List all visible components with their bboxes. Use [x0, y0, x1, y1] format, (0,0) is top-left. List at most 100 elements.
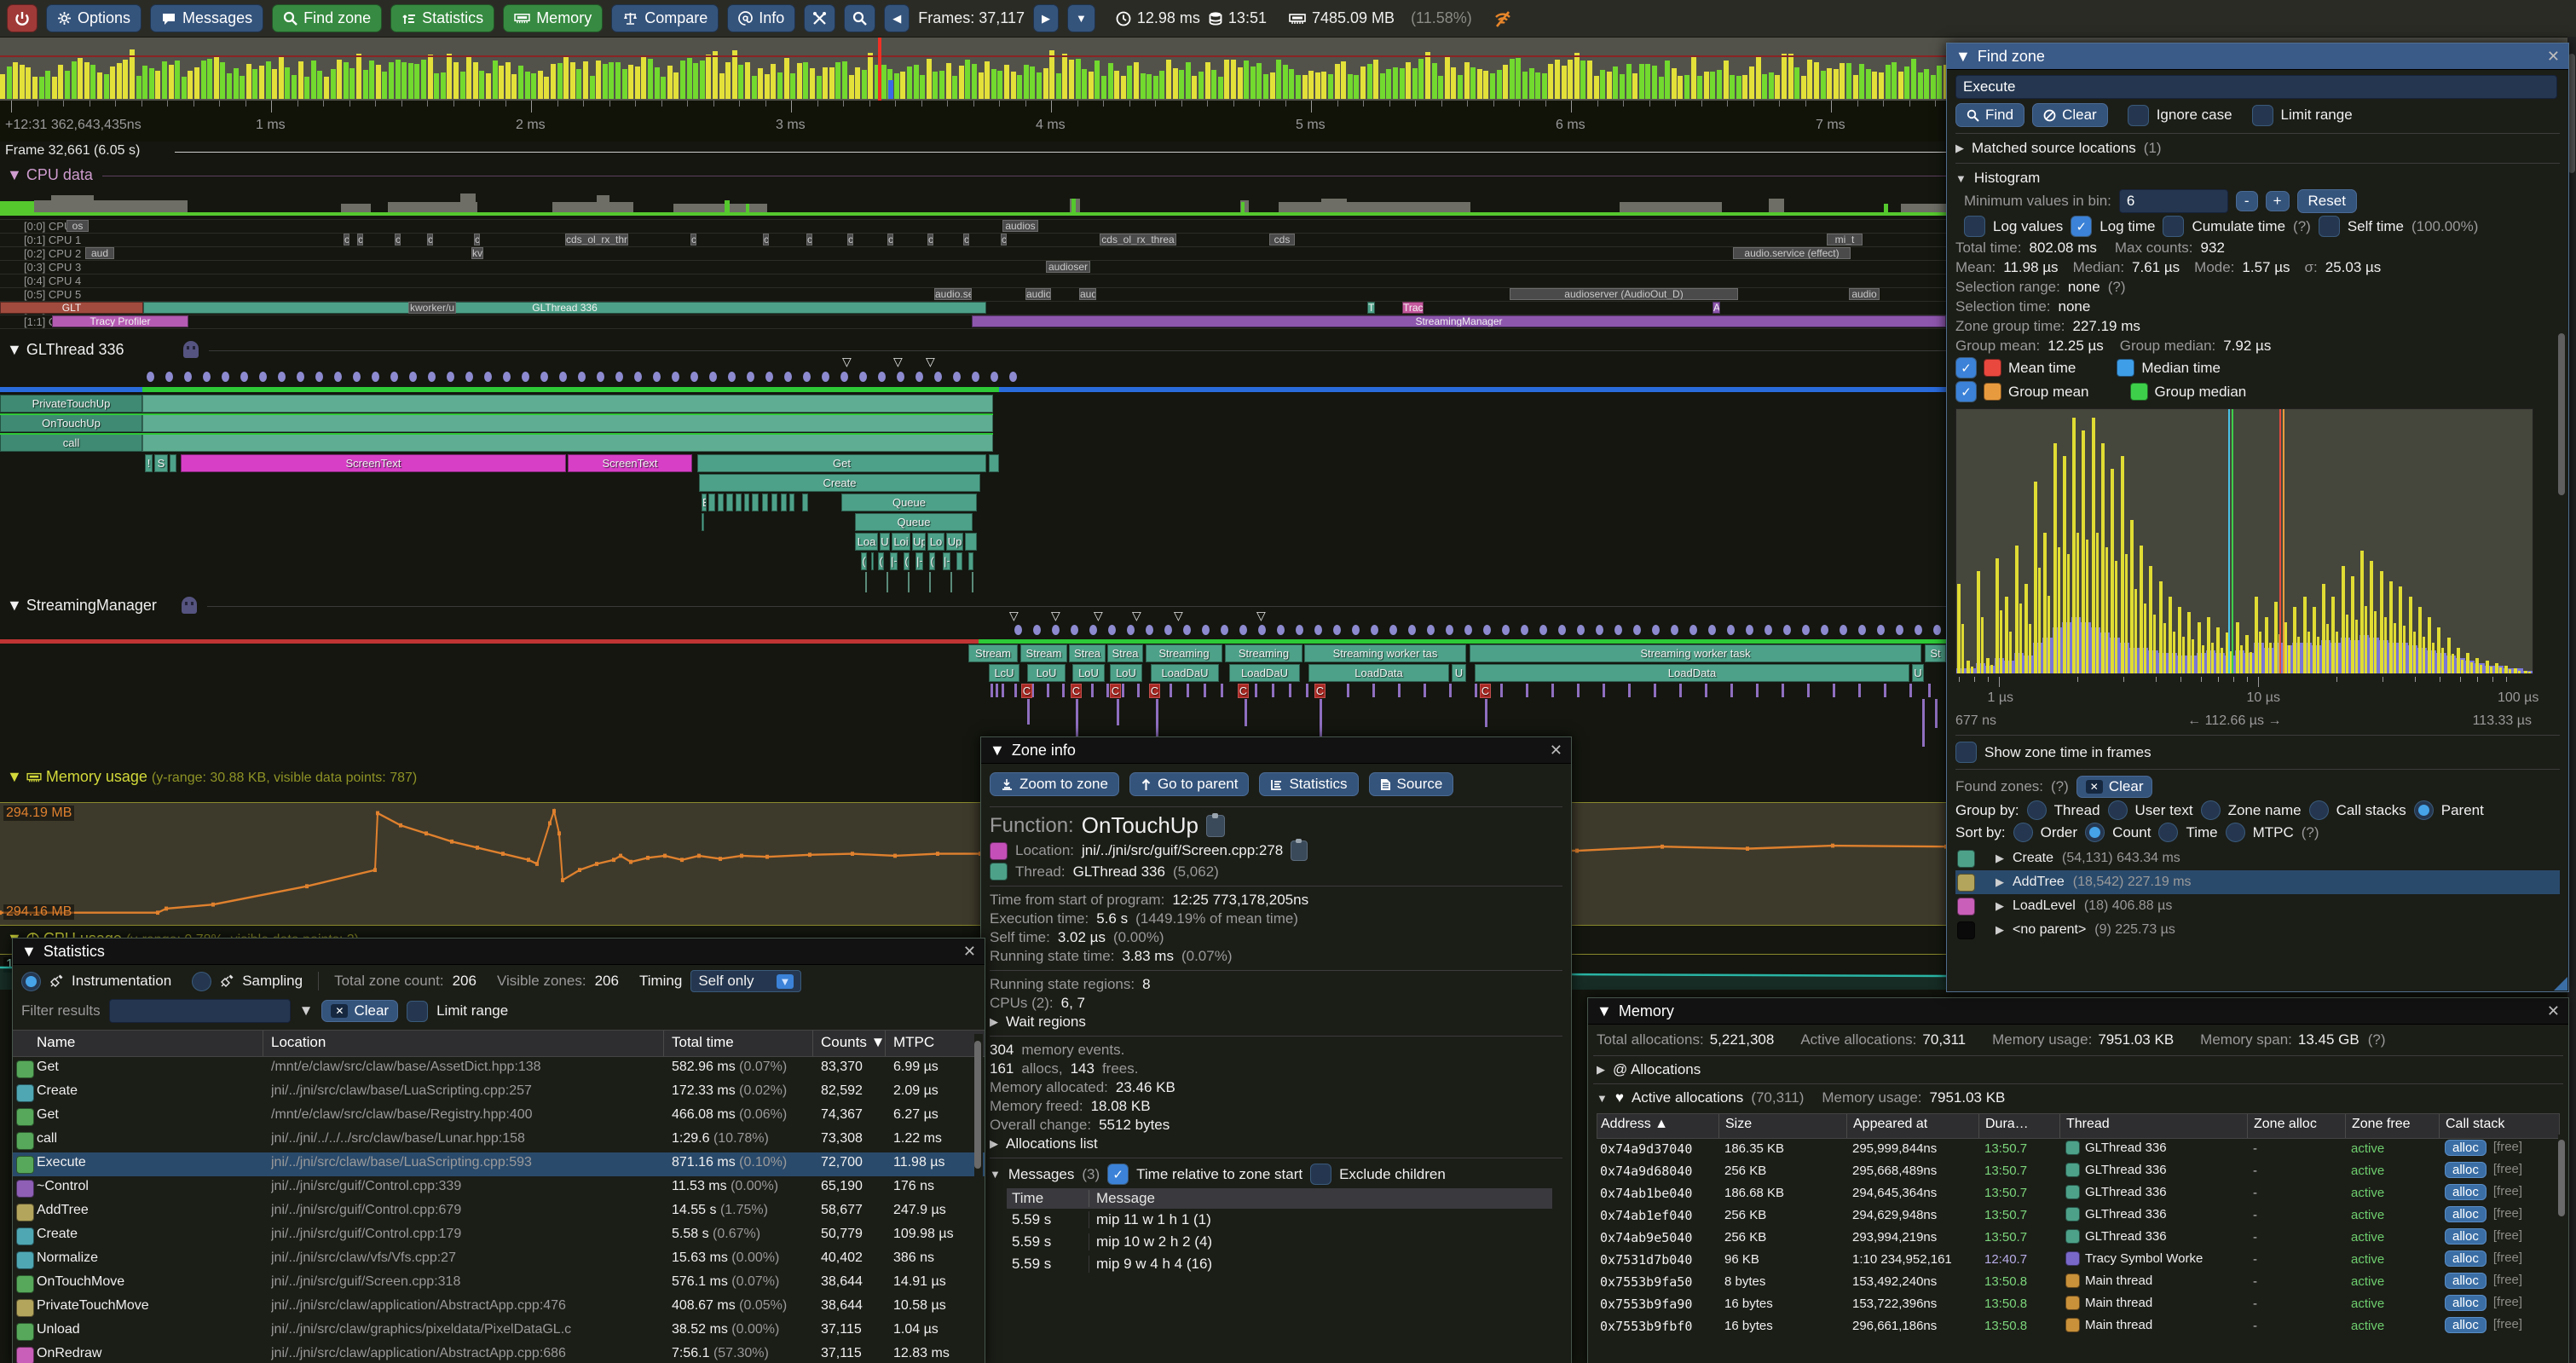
- show-zone-time-checkbox[interactable]: [1955, 742, 1977, 763]
- sample-dot[interactable]: [1802, 625, 1810, 635]
- sample-dot[interactable]: [315, 372, 323, 382]
- sample-dot[interactable]: [540, 372, 548, 382]
- cpu-zone[interactable]: c: [1001, 234, 1007, 245]
- sample-dot[interactable]: [803, 372, 811, 382]
- limit-range-checkbox[interactable]: [2251, 104, 2273, 126]
- timeline-zone[interactable]: LoadData: [1475, 664, 1909, 682]
- ignore-case-checkbox[interactable]: [2127, 104, 2149, 126]
- glthread-title[interactable]: ▼ GLThread 336: [7, 341, 124, 358]
- zone-marker-icon[interactable]: ▽: [893, 355, 903, 368]
- sample-dot[interactable]: [1183, 625, 1191, 635]
- cpu-zone[interactable]: cds_ol_rx_threa: [1100, 234, 1176, 245]
- cpu-zone[interactable]: c: [395, 234, 401, 245]
- cpu-zone[interactable]: c: [806, 234, 812, 245]
- timeline-zone[interactable]: (: [861, 552, 867, 570]
- histogram-expander[interactable]: ▼ Histogram: [1955, 170, 2041, 186]
- table-row[interactable]: Create jni/../jni/src/guif/Control.cpp:17…: [13, 1224, 985, 1248]
- sample-dot[interactable]: [784, 372, 792, 382]
- sample-dot[interactable]: [1446, 625, 1453, 635]
- sample-dot[interactable]: [1239, 625, 1247, 635]
- timeline-zone[interactable]: OnTouchUp: [0, 414, 142, 432]
- sample-dot[interactable]: [1052, 625, 1060, 635]
- sample-dot[interactable]: [709, 372, 717, 382]
- sample-dot[interactable]: [1746, 625, 1753, 635]
- timeline-zone[interactable]: U: [1452, 664, 1466, 682]
- column-header[interactable]: Thread: [2066, 1117, 2110, 1131]
- message-row[interactable]: 5.59 s mip 11 w 1 h 1 (1): [1012, 1211, 1211, 1228]
- sample-dot[interactable]: [822, 372, 829, 382]
- cpu-zone[interactable]: cds_ol_rx_thr: [565, 234, 628, 245]
- count-radio[interactable]: [2085, 823, 2105, 842]
- table-row[interactable]: Execute jni/../jni/src/claw/base/LuaScrip…: [13, 1152, 985, 1176]
- bin-plus-button[interactable]: +: [2265, 191, 2290, 211]
- legend-color-swatch[interactable]: [2129, 383, 2148, 401]
- options-button[interactable]: Options: [46, 4, 142, 32]
- sample-dot[interactable]: [672, 372, 679, 382]
- zone-location[interactable]: jni/../jni/src/guif/Screen.cpp:278: [1082, 842, 1284, 858]
- alloc-callstack-button[interactable]: alloc: [2445, 1317, 2486, 1333]
- sample-dot[interactable]: [1014, 625, 1022, 635]
- legend-color-swatch[interactable]: [2117, 359, 2135, 377]
- timeline-zone[interactable]: Create: [699, 474, 980, 492]
- timeline-zone[interactable]: LoadDaU: [1151, 664, 1219, 682]
- cpu-zone[interactable]: audio.service (effect): [1733, 247, 1851, 259]
- cpu-zone[interactable]: c: [474, 234, 480, 245]
- crash-zone[interactable]: C: [1149, 684, 1160, 698]
- active-allocations-expander[interactable]: ▼ ♥ Active allocations (70,311) Memory usa…: [1597, 1089, 2006, 1106]
- sample-dot[interactable]: [1483, 625, 1491, 635]
- self-time-checkbox[interactable]: [2318, 216, 2340, 237]
- timeline-zone[interactable]: LoU: [1072, 664, 1105, 682]
- timeline-zone[interactable]: [736, 494, 742, 511]
- timeline-zone[interactable]: [771, 494, 777, 511]
- matched-locations-expander[interactable]: ▶ Matched source locations (1): [1955, 140, 2162, 156]
- clear-button[interactable]: Clear: [2032, 103, 2108, 127]
- memory-button[interactable]: Memory: [503, 4, 604, 32]
- alloc-callstack-button[interactable]: alloc: [2445, 1184, 2486, 1200]
- thread-radio[interactable]: [2026, 800, 2047, 820]
- allocations-list-expander[interactable]: ▶ Allocations list: [990, 1135, 1098, 1152]
- sample-dot[interactable]: [1314, 625, 1322, 635]
- filter-dropdown-icon[interactable]: ▼: [298, 1002, 314, 1019]
- sample-dot[interactable]: [1127, 625, 1135, 635]
- messages-button[interactable]: Messages: [150, 4, 264, 32]
- sample-dot[interactable]: [1502, 625, 1510, 635]
- sample-dot[interactable]: [1371, 625, 1378, 635]
- main-scrollbar[interactable]: [2567, 37, 2576, 1363]
- sample-dot[interactable]: [240, 372, 248, 382]
- timeline-zone[interactable]: [142, 395, 993, 413]
- crash-zone[interactable]: C: [1238, 684, 1249, 698]
- sample-dot[interactable]: [1765, 625, 1772, 635]
- timing-select[interactable]: Self only ▼: [690, 970, 802, 992]
- legend-checkbox[interactable]: ✓: [1955, 381, 1977, 402]
- timeline-zone[interactable]: |~: [890, 552, 898, 570]
- sample-dot[interactable]: [447, 372, 454, 382]
- legend-checkbox[interactable]: ✓: [1955, 357, 1977, 378]
- timeline-zone[interactable]: [702, 513, 704, 531]
- timeline-zone[interactable]: [718, 494, 724, 511]
- timeline-zone[interactable]: Queue: [841, 494, 977, 511]
- cpu-zone[interactable]: c: [357, 234, 363, 245]
- sample-dot[interactable]: [559, 372, 567, 382]
- found-zone-row[interactable]: ▶ Create (54,131) 643.34 ms: [1955, 846, 2560, 870]
- timeline-zone[interactable]: [142, 434, 993, 452]
- limit-range-checkbox[interactable]: [407, 1000, 429, 1022]
- column-header[interactable]: Size: [1725, 1117, 1753, 1131]
- timeline-zone[interactable]: S: [154, 454, 168, 472]
- column-header[interactable]: Total time: [672, 1034, 734, 1050]
- timeline-zone[interactable]: call: [0, 434, 142, 452]
- alloc-callstack-button[interactable]: alloc: [2445, 1206, 2486, 1222]
- allocation-row[interactable]: 0x74a9d68040 256 KB 295,668,489ns 13:50.7 GL…: [1597, 1161, 2560, 1183]
- sample-dot[interactable]: [1277, 625, 1285, 635]
- cpu-zone[interactable]: c: [344, 234, 349, 245]
- table-row[interactable]: PrivateTouchMove jni/../jni/src/claw/appl…: [13, 1296, 985, 1320]
- timeline-zone[interactable]: Get: [697, 454, 986, 472]
- streamingmanager-title[interactable]: ▼ StreamingManager: [7, 597, 157, 614]
- timeline-zone[interactable]: LoadData: [1308, 664, 1449, 682]
- timeline-zone[interactable]: LoU: [1110, 664, 1142, 682]
- column-header[interactable]: Name: [37, 1034, 76, 1050]
- cpu-zone[interactable]: A: [1713, 302, 1720, 314]
- resize-grip[interactable]: [2554, 977, 2567, 990]
- cpu-zone[interactable]: audioser: [1046, 261, 1090, 273]
- crash-zone[interactable]: C: [1314, 684, 1326, 698]
- user-text-radio[interactable]: [2107, 800, 2128, 820]
